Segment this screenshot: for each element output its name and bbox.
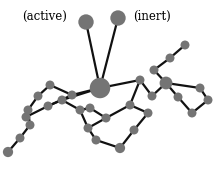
Point: [84, 21, 88, 23]
Point: [132, 128, 136, 131]
Point: [94, 139, 98, 141]
Point: [176, 96, 180, 98]
Point: [146, 112, 150, 114]
Point: [183, 43, 187, 46]
Point: [78, 108, 82, 111]
Text: (inert): (inert): [133, 9, 171, 23]
Point: [70, 94, 74, 96]
Point: [24, 116, 28, 118]
Point: [6, 151, 10, 153]
Point: [128, 104, 132, 106]
Point: [150, 94, 154, 97]
Point: [206, 98, 210, 101]
Point: [28, 124, 32, 126]
Point: [60, 98, 64, 101]
Point: [138, 79, 142, 82]
Point: [88, 106, 92, 109]
Point: [36, 94, 40, 97]
Point: [198, 87, 202, 90]
Point: [116, 17, 120, 19]
Point: [18, 136, 22, 139]
Point: [168, 57, 172, 60]
Point: [26, 108, 30, 111]
Text: (active): (active): [23, 9, 68, 23]
Point: [190, 112, 194, 114]
Point: [48, 84, 52, 86]
Point: [46, 104, 50, 107]
Point: [152, 69, 156, 72]
Point: [164, 82, 168, 84]
Point: [104, 116, 108, 119]
Point: [86, 126, 90, 129]
Point: [118, 147, 122, 149]
Point: [98, 87, 102, 90]
